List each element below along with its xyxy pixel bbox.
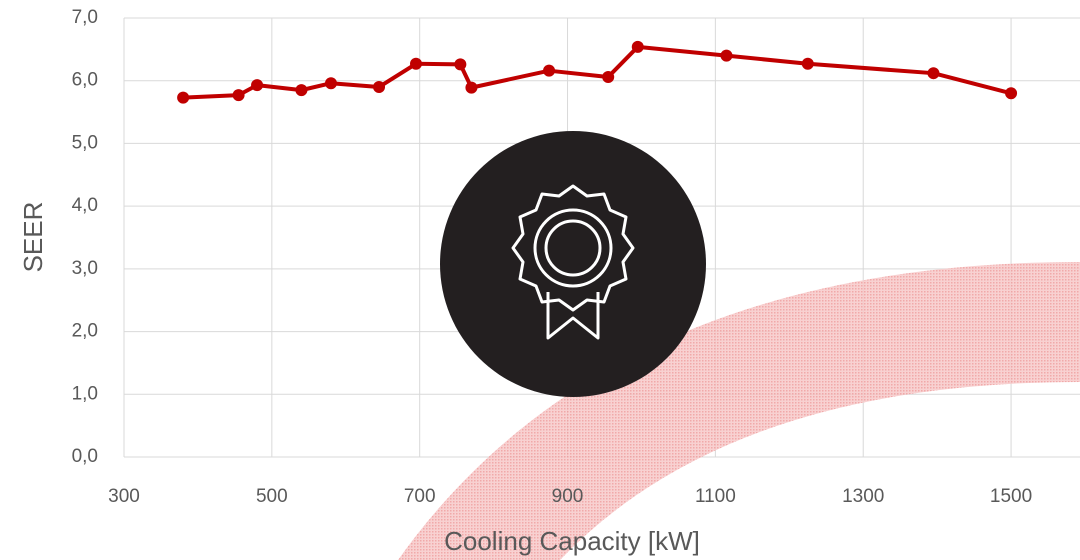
- x-tick-label: 300: [108, 486, 140, 507]
- award-badge: [440, 131, 706, 397]
- y-tick-label: 0,0: [72, 446, 98, 467]
- y-tick-label: 2,0: [72, 321, 98, 342]
- chart: Cooling Capacity [kW] SEER 0,0 1,0 2,0 3,0 4…: [0, 0, 1080, 560]
- x-tick-label: 1300: [842, 486, 884, 507]
- y-tick-label: 7,0: [72, 7, 98, 28]
- y-tick-label: 6,0: [72, 70, 98, 91]
- y-tick-label: 3,0: [72, 258, 98, 279]
- x-tick-label: 900: [552, 486, 584, 507]
- y-tick-label: 1,0: [72, 383, 98, 404]
- data-point: [251, 79, 263, 91]
- data-point: [543, 65, 555, 77]
- data-point: [295, 84, 307, 96]
- data-point: [802, 58, 814, 70]
- data-point: [720, 50, 732, 62]
- data-point: [465, 82, 477, 94]
- y-tick-label: 4,0: [72, 195, 98, 216]
- x-tick-label: 1100: [695, 486, 736, 507]
- data-point: [233, 89, 245, 101]
- data-point: [373, 81, 385, 93]
- data-point: [325, 77, 337, 89]
- data-point: [410, 58, 422, 70]
- data-point: [632, 41, 644, 53]
- x-tick-label: 700: [404, 486, 436, 507]
- data-point: [454, 58, 466, 70]
- y-tick-label: 5,0: [72, 132, 98, 153]
- badge-circle: [440, 131, 706, 397]
- plot: [177, 41, 1017, 104]
- data-point: [1005, 87, 1017, 99]
- data-point: [177, 92, 189, 104]
- x-tick-label: 1500: [990, 486, 1032, 507]
- data-point: [602, 71, 614, 83]
- page: {"chart_data": { "type": "line", "x_labe…: [0, 0, 1080, 560]
- x-axis-title: Cooling Capacity [kW]: [444, 526, 700, 556]
- data-point: [927, 67, 939, 79]
- y-axis-title: SEER: [18, 202, 48, 273]
- x-tick-label: 500: [256, 486, 288, 507]
